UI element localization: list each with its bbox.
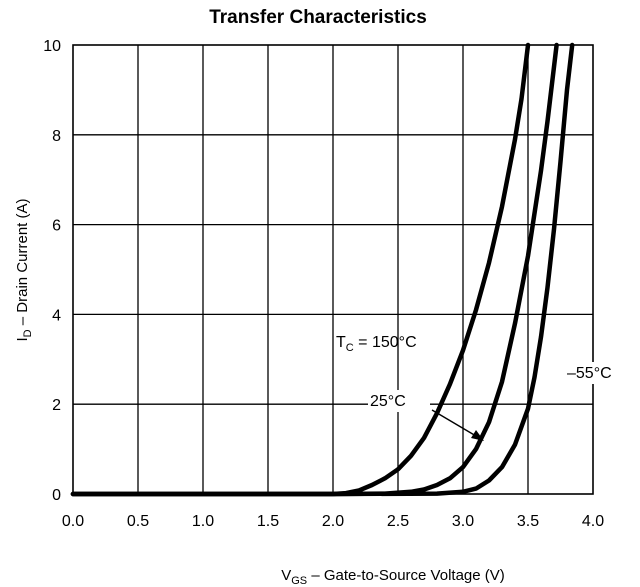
x-tick-label: 2.5	[387, 513, 409, 530]
y-tick-label: 2	[52, 397, 61, 414]
annotation-tc-150c: TC = 150°C	[336, 334, 417, 354]
chart-title: Transfer Characteristics	[209, 7, 427, 28]
series-line-1	[70, 42, 559, 497]
series-line-2	[70, 42, 575, 497]
x-tick-label: 0.5	[127, 513, 149, 530]
y-tick-label: 8	[52, 128, 61, 145]
x-tick-labels: 0.0 0.5 1.0 1.5 2.0 2.5 3.0 3.5 4.0	[62, 513, 604, 530]
y-axis-label: ID – Drain Current (A)	[14, 199, 34, 342]
y-tick-label: 0	[52, 487, 61, 504]
x-tick-label: 3.5	[517, 513, 539, 530]
x-tick-label: 1.5	[257, 513, 279, 530]
y-tick-labels: 0 2 4 6 8 10	[43, 38, 61, 504]
x-tick-label: 2.0	[322, 513, 344, 530]
x-tick-label: 1.0	[192, 513, 214, 530]
annotation-arrowhead-25c	[471, 430, 484, 441]
annotation-25c: 25°C	[370, 393, 406, 410]
x-tick-label: 4.0	[582, 513, 604, 530]
x-tick-label: 0.0	[62, 513, 84, 530]
y-tick-label: 4	[52, 307, 61, 324]
x-tick-label: 3.0	[452, 513, 474, 530]
series-lines	[70, 42, 575, 497]
x-axis-label: VGS – Gate-to-Source Voltage (V)	[281, 567, 505, 587]
annotation-25c-background	[368, 390, 430, 412]
grid	[73, 45, 593, 494]
annotation-55c-background	[565, 362, 631, 384]
annotation-leader-25c	[431, 409, 477, 437]
annotation-minus55c: –55°C	[567, 365, 612, 382]
y-tick-label: 10	[43, 38, 61, 55]
y-tick-label: 6	[52, 218, 61, 235]
